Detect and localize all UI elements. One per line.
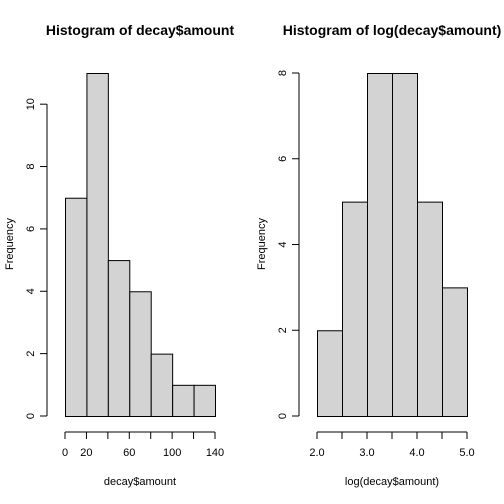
bar-group: [65, 73, 216, 418]
y-tick-label: 8: [25, 163, 37, 169]
y-tick-label: 4: [25, 288, 37, 294]
chart-title: Histogram of log(decay$amount): [283, 22, 502, 38]
x-tick-label: 4.0: [409, 447, 424, 459]
histogram-panel-amount: Histogram of decay$amount decay$amount F…: [4, 22, 234, 488]
y-tick-label: 2: [25, 351, 37, 357]
x-tick-label: 0: [62, 447, 68, 459]
x-tick-label: 5.0: [459, 447, 474, 459]
histogram-bar: [367, 73, 393, 417]
y-tick-label: 6: [277, 156, 289, 162]
x-axis-label: decay$amount: [104, 476, 176, 488]
y-axis: 0 2 4 6 8: [277, 70, 300, 419]
x-axis: 2.0 3.0 4.0 5.0: [309, 431, 475, 459]
x-axis-label: log(decay$amount): [345, 476, 439, 488]
y-tick-label: 10: [25, 98, 37, 110]
histogram-bar: [442, 287, 468, 417]
y-tick-label: 8: [277, 70, 289, 76]
histogram-bar: [150, 353, 174, 417]
bar-group: [317, 73, 468, 417]
histogram-bar: [417, 201, 443, 417]
histogram-bar: [317, 330, 343, 417]
y-axis-label: Frequency: [256, 218, 268, 270]
x-tick-label: 2.0: [309, 447, 324, 459]
histogram-bar: [129, 291, 152, 418]
histogram-bar: [193, 384, 216, 417]
x-tick-label: 100: [163, 447, 181, 459]
y-tick-label: 2: [277, 327, 289, 333]
histogram-bar: [65, 197, 88, 417]
y-axis-label: Frequency: [4, 218, 16, 270]
histogram-bar: [107, 260, 131, 417]
histogram-bar: [342, 201, 368, 417]
y-axis: 0 2 4 6 8 10: [25, 98, 48, 419]
histogram-bar: [172, 384, 195, 417]
x-tick-label: 3.0: [359, 447, 374, 459]
y-tick-label: 6: [25, 226, 37, 232]
y-tick-label: 0: [25, 413, 37, 419]
histogram-panel-log-amount: Histogram of log(decay$amount) log(decay…: [256, 22, 501, 488]
x-tick-label: 20: [80, 447, 92, 459]
y-tick-label: 0: [277, 413, 289, 419]
histogram-bar: [392, 73, 418, 417]
x-tick-label: 140: [206, 447, 224, 459]
x-tick-label: 60: [123, 447, 135, 459]
histogram-bar: [86, 73, 109, 417]
x-axis: 0 20 60 100 140: [62, 431, 224, 459]
y-tick-label: 4: [277, 241, 289, 247]
chart-title: Histogram of decay$amount: [46, 22, 235, 38]
